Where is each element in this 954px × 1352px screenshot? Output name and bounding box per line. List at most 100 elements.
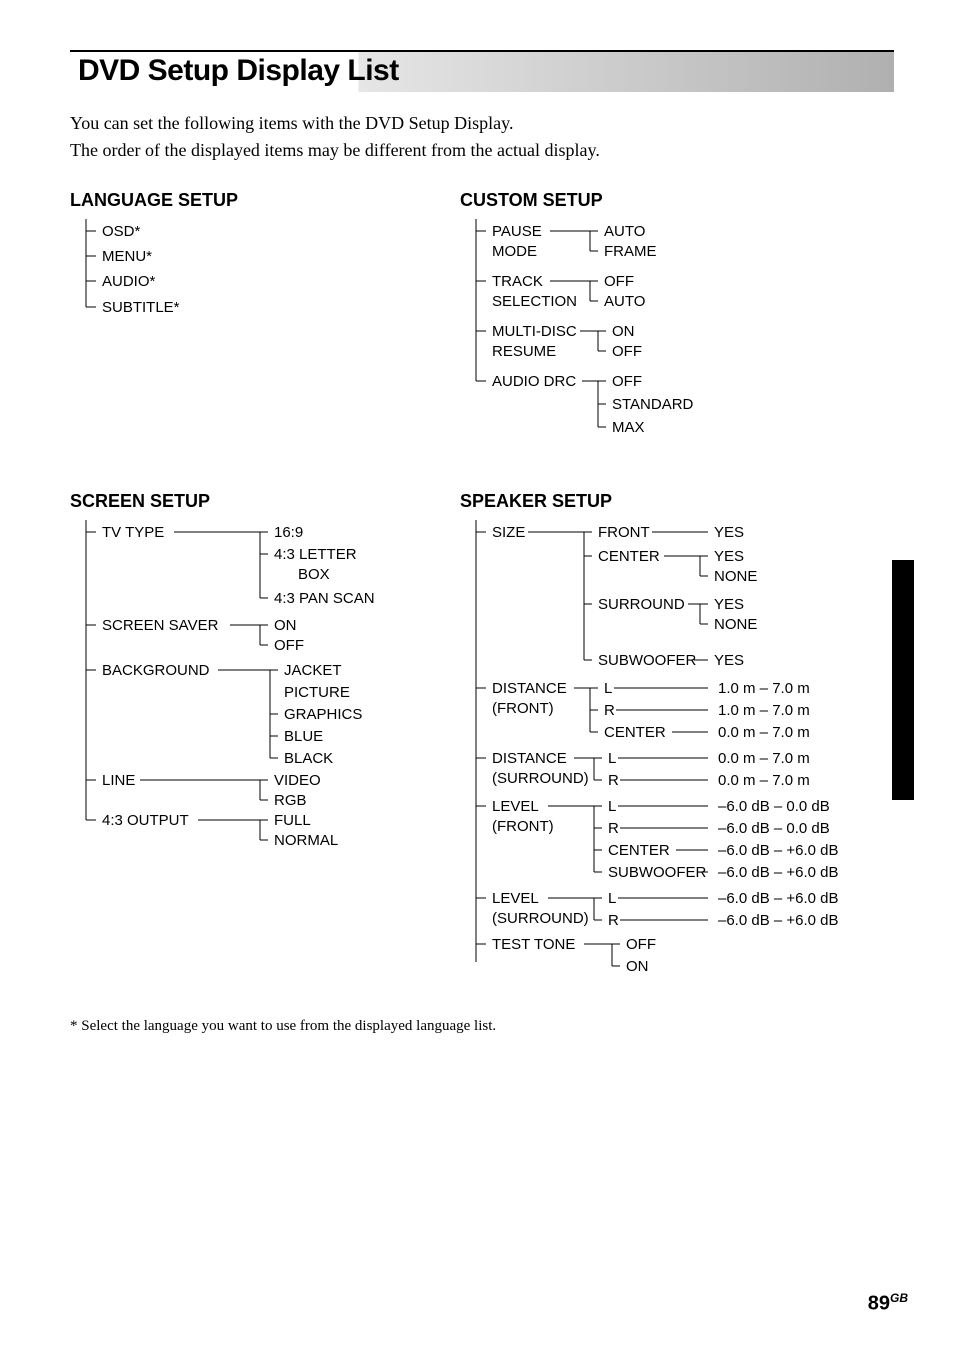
bg-jacket: JACKET: [284, 662, 342, 679]
lvlf-1: LEVEL: [492, 798, 539, 815]
lvlf-r: –6.0 dB – 0.0 dB: [718, 820, 830, 837]
size-center-yes: YES: [714, 548, 744, 565]
line-rgb: RGB: [274, 792, 307, 809]
page-number: 89GB: [868, 1291, 908, 1316]
tvtype-pan: 4:3 PAN SCAN: [274, 590, 375, 607]
lvlf-2: (FRONT): [492, 818, 554, 835]
custom-drc-off: OFF: [612, 373, 642, 390]
speaker-setup: SPEAKER SETUP: [460, 489, 900, 990]
distf-l-lab: L: [604, 680, 612, 697]
intro-line-2: The order of the displayed items may be …: [70, 140, 600, 160]
page-gb: GB: [890, 1291, 908, 1305]
dists-r: 0.0 m – 7.0 m: [718, 772, 810, 789]
bg-graphics: GRAPHICS: [284, 706, 362, 723]
distf-r-lab: R: [604, 702, 615, 719]
custom-track-2: SELECTION: [492, 293, 577, 310]
test-on: ON: [626, 958, 649, 975]
custom-pause-frame: FRAME: [604, 243, 657, 260]
lvlf-sub: –6.0 dB – +6.0 dB: [718, 864, 839, 881]
size-surr-yes: YES: [714, 596, 744, 613]
saver-label: SCREEN SAVER: [102, 617, 219, 634]
page-number-value: 89: [868, 1293, 890, 1315]
side-label: Additional Information: [895, 600, 912, 760]
distf-r: 1.0 m – 7.0 m: [718, 702, 810, 719]
custom-setup-title: CUSTOM SETUP: [460, 188, 900, 213]
line-label: LINE: [102, 772, 135, 789]
lvls-2: (SURROUND): [492, 910, 589, 927]
lvlf-l: –6.0 dB – 0.0 dB: [718, 798, 830, 815]
lang-item-osd: OSD*: [102, 223, 141, 240]
dists-l-lab: L: [608, 750, 616, 767]
speaker-tree: SIZE FRONT YES CENTER YES NONE SURROUND …: [460, 520, 900, 990]
custom-drc-std: STANDARD: [612, 396, 694, 413]
lang-item-menu: MENU*: [102, 248, 152, 265]
title-bar: DVD Setup Display List: [70, 50, 894, 92]
saver-off: OFF: [274, 637, 304, 654]
test-off: OFF: [626, 936, 656, 953]
tvtype-box: BOX: [298, 566, 330, 583]
screen-tree: TV TYPE 16:9 4:3 LETTER BOX 4:3 PAN SCAN…: [70, 520, 450, 860]
distf-l: 1.0 m – 7.0 m: [718, 680, 810, 697]
out43-label: 4:3 OUTPUT: [102, 812, 189, 829]
screen-setup: SCREEN SETUP: [70, 489, 450, 990]
size-front-yes: YES: [714, 524, 744, 541]
intro-text: You can set the following items with the…: [70, 110, 894, 164]
bg-picture: PICTURE: [284, 684, 350, 701]
tvtype-letter: 4:3 LETTER: [274, 546, 357, 563]
custom-track-1: TRACK: [492, 273, 543, 290]
lang-item-subtitle: SUBTITLE*: [102, 299, 180, 316]
size-surr: SURROUND: [598, 596, 685, 613]
custom-tree: PAUSE MODE AUTO FRAME TRACK SELECTION OF…: [460, 219, 840, 449]
custom-pause-2: MODE: [492, 243, 537, 260]
size-label: SIZE: [492, 524, 525, 541]
intro-line-1: You can set the following items with the…: [70, 113, 513, 133]
bg-label: BACKGROUND: [102, 662, 210, 679]
dists-r-lab: R: [608, 772, 619, 789]
out43-normal: NORMAL: [274, 832, 338, 849]
page-title: DVD Setup Display List: [78, 54, 894, 88]
custom-track-off: OFF: [604, 273, 634, 290]
distf-c: 0.0 m – 7.0 m: [718, 724, 810, 741]
language-setup-title: LANGUAGE SETUP: [70, 188, 450, 213]
custom-track-auto: AUTO: [604, 293, 645, 310]
saver-on: ON: [274, 617, 297, 634]
lvlf-r-lab: R: [608, 820, 619, 837]
lvlf-c-lab: CENTER: [608, 842, 670, 859]
dists-l: 0.0 m – 7.0 m: [718, 750, 810, 767]
custom-pause-auto: AUTO: [604, 223, 645, 240]
content-grid: LANGUAGE SETUP OSD* MENU* AUDIO* SUBTITL…: [70, 188, 894, 990]
distf-2: (FRONT): [492, 700, 554, 717]
custom-setup: CUSTOM SETUP: [460, 188, 900, 449]
language-tree: OSD* MENU* AUDIO* SUBTITLE*: [70, 219, 270, 329]
language-setup: LANGUAGE SETUP OSD* MENU* AUDIO* SUBTITL…: [70, 188, 450, 449]
custom-multi-on: ON: [612, 323, 635, 340]
size-front: FRONT: [598, 524, 650, 541]
tvtype-169: 16:9: [274, 524, 303, 541]
tvtype-label: TV TYPE: [102, 524, 164, 541]
line-video: VIDEO: [274, 772, 321, 789]
bg-blue: BLUE: [284, 728, 323, 745]
page: DVD Setup Display List You can set the f…: [0, 0, 954, 1352]
screen-setup-title: SCREEN SETUP: [70, 489, 450, 514]
lvlf-sub-lab: SUBWOOFER: [608, 864, 707, 881]
distf-1: DISTANCE: [492, 680, 567, 697]
dists-1: DISTANCE: [492, 750, 567, 767]
distf-c-lab: CENTER: [604, 724, 666, 741]
custom-drc-max: MAX: [612, 419, 645, 436]
bg-black: BLACK: [284, 750, 333, 767]
test-label: TEST TONE: [492, 936, 575, 953]
size-surr-none: NONE: [714, 616, 757, 633]
size-center-none: NONE: [714, 568, 757, 585]
lvls-r-lab: R: [608, 912, 619, 929]
out43-full: FULL: [274, 812, 311, 829]
size-center: CENTER: [598, 548, 660, 565]
lvlf-c: –6.0 dB – +6.0 dB: [718, 842, 839, 859]
lvlf-l-lab: L: [608, 798, 616, 815]
footnote: * Select the language you want to use fr…: [70, 1018, 894, 1035]
size-sub: SUBWOOFER: [598, 652, 697, 669]
speaker-setup-title: SPEAKER SETUP: [460, 489, 900, 514]
lvls-r: –6.0 dB – +6.0 dB: [718, 912, 839, 929]
size-sub-yes: YES: [714, 652, 744, 669]
lvls-l: –6.0 dB – +6.0 dB: [718, 890, 839, 907]
custom-pause-1: PAUSE: [492, 223, 542, 240]
